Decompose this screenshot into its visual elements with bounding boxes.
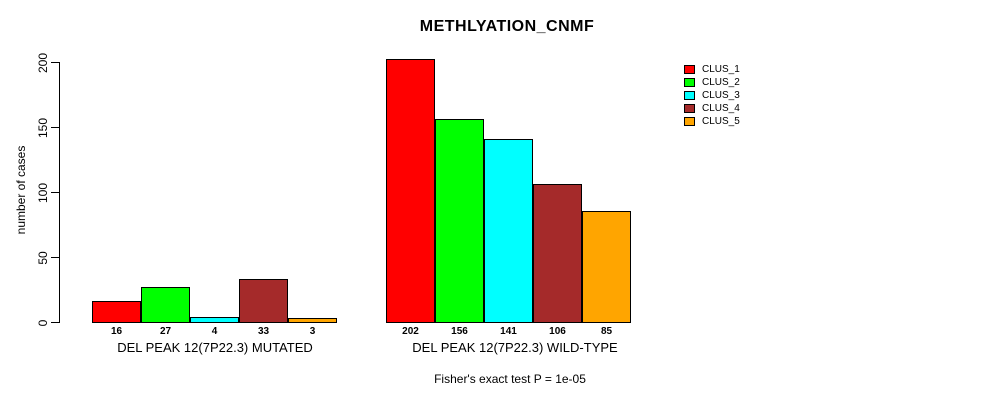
group-label-1: DEL PEAK 12(7P22.3) MUTATED (117, 340, 313, 355)
y-tick-mark-200 (51, 62, 59, 63)
y-tick-label-100: 100 (36, 182, 50, 203)
bar-clus_4-group2 (533, 184, 582, 323)
bar-value-clus_3-group1: 4 (211, 326, 218, 337)
legend-label-clus_2: CLUS_2 (702, 77, 740, 88)
legend-item-clus_4: CLUS_4 (684, 102, 740, 115)
legend-label-clus_4: CLUS_4 (702, 103, 740, 114)
legend-swatch-clus_5 (684, 117, 695, 126)
bar-clus_4-group1 (239, 279, 288, 323)
bar-clus_2-group2 (435, 119, 484, 323)
legend-label-clus_5: CLUS_5 (702, 116, 740, 127)
bar-clus_5-group2 (582, 211, 631, 323)
legend-swatch-clus_3 (684, 91, 695, 100)
bar-value-clus_4-group1: 33 (257, 326, 270, 337)
bar-clus_3-group1 (190, 317, 239, 323)
legend-swatch-clus_4 (684, 104, 695, 113)
legend-item-clus_5: CLUS_5 (684, 115, 740, 128)
legend-swatch-clus_2 (684, 78, 695, 87)
bar-value-clus_5-group2: 85 (600, 326, 613, 337)
bar-value-clus_2-group1: 27 (159, 326, 172, 337)
bar-clus_5-group1 (288, 318, 337, 323)
y-tick-label-0: 0 (36, 319, 50, 326)
y-tick-label-200: 200 (36, 52, 50, 73)
bar-clus_3-group2 (484, 139, 533, 323)
bar-value-clus_4-group2: 106 (549, 326, 566, 337)
chart-title: METHLYATION_CNMF (419, 18, 595, 35)
y-tick-mark-0 (51, 322, 59, 323)
bar-value-clus_2-group2: 156 (451, 326, 468, 337)
legend-swatch-clus_1 (684, 65, 695, 74)
group-label-2: DEL PEAK 12(7P22.3) WILD-TYPE (412, 340, 618, 355)
bar-value-clus_3-group2: 141 (500, 326, 517, 337)
y-axis-title: number of cases (14, 145, 28, 235)
y-tick-mark-100 (51, 192, 59, 193)
legend-item-clus_1: CLUS_1 (684, 63, 740, 76)
legend-label-clus_3: CLUS_3 (702, 90, 740, 101)
fisher-test-annotation: Fisher's exact test P = 1e-05 (434, 372, 586, 386)
bar-clus_1-group1 (92, 301, 141, 323)
legend: CLUS_1 CLUS_2 CLUS_3 CLUS_4 CLUS_5 (684, 63, 740, 128)
y-tick-mark-50 (51, 257, 59, 258)
legend-item-clus_3: CLUS_3 (684, 89, 740, 102)
bar-value-clus_5-group1: 3 (309, 326, 316, 337)
y-tick-label-50: 50 (36, 250, 50, 265)
bar-value-clus_1-group1: 16 (110, 326, 123, 337)
y-axis-line (59, 62, 60, 323)
bar-clus_1-group2 (386, 59, 435, 323)
legend-label-clus_1: CLUS_1 (702, 64, 740, 75)
bar-value-clus_1-group2: 202 (402, 326, 419, 337)
y-tick-label-150: 150 (36, 117, 50, 138)
y-tick-mark-150 (51, 127, 59, 128)
legend-item-clus_2: CLUS_2 (684, 76, 740, 89)
bar-clus_2-group1 (141, 287, 190, 323)
